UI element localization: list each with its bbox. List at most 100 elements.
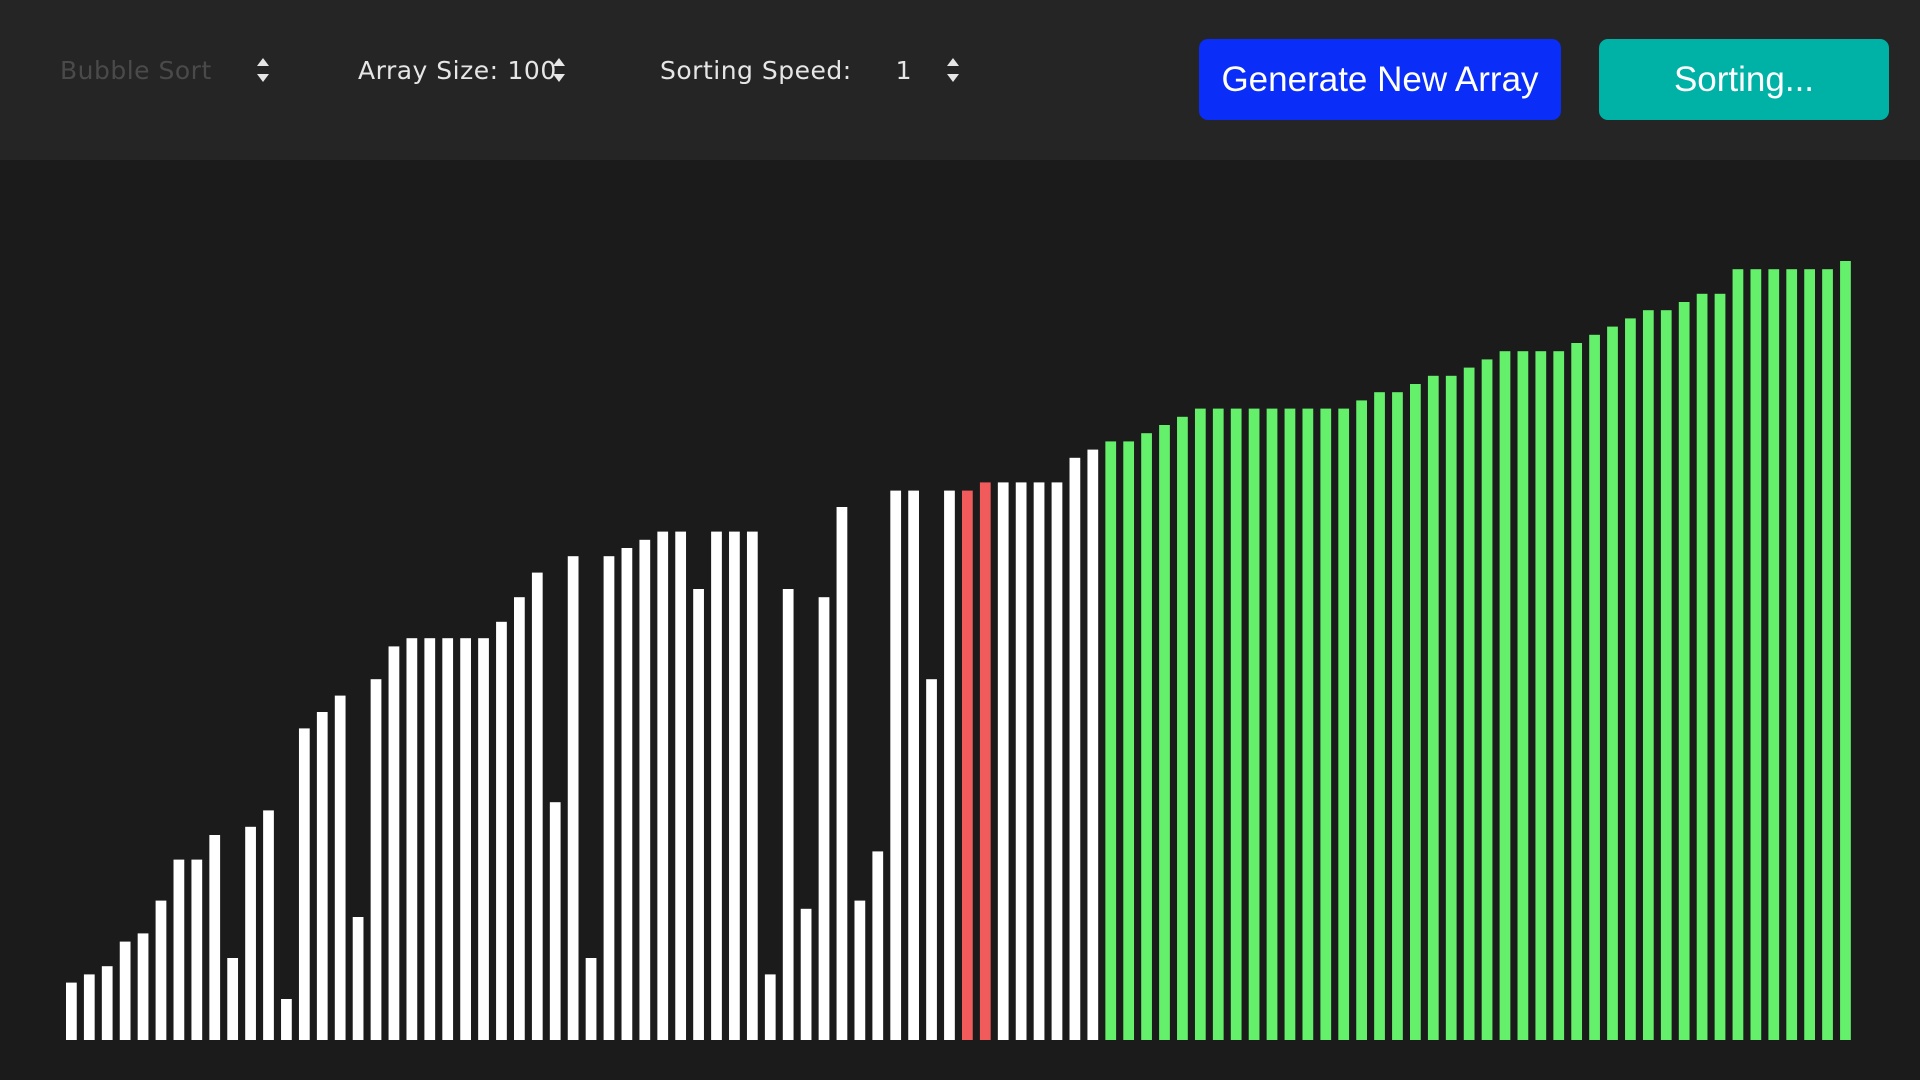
array-bar bbox=[1212, 408, 1224, 1041]
array-bar bbox=[514, 597, 525, 1040]
array-bar bbox=[1141, 433, 1152, 1040]
array-bar bbox=[388, 646, 400, 1040]
array-bar bbox=[155, 900, 167, 1040]
array-bar bbox=[1607, 326, 1618, 1041]
array-bar bbox=[1051, 482, 1063, 1040]
array-bar bbox=[1678, 302, 1690, 1040]
algorithm-select[interactable]: Bubble Sort bbox=[60, 50, 270, 90]
array-bar bbox=[316, 712, 328, 1040]
array-bar bbox=[370, 679, 382, 1040]
array-bar bbox=[119, 941, 131, 1040]
array-bar bbox=[1266, 408, 1278, 1041]
array-bar bbox=[1840, 261, 1851, 1040]
array-bar bbox=[1069, 457, 1081, 1040]
array-bar bbox=[1123, 441, 1135, 1040]
array-bar bbox=[836, 507, 848, 1040]
array-bar bbox=[1732, 269, 1744, 1040]
array-bar bbox=[585, 958, 597, 1040]
array-bar bbox=[352, 917, 364, 1040]
array-bar bbox=[926, 679, 937, 1040]
array-bar bbox=[1714, 293, 1726, 1040]
array-bar bbox=[782, 589, 794, 1040]
array-bar bbox=[1392, 392, 1403, 1040]
array-bar bbox=[1338, 408, 1350, 1041]
array-bar bbox=[1768, 269, 1780, 1040]
array-bar bbox=[1553, 351, 1565, 1040]
array-bar bbox=[567, 556, 579, 1040]
sorting-speed-value: 1 bbox=[895, 55, 913, 85]
array-bar bbox=[442, 638, 454, 1040]
array-bar bbox=[66, 982, 77, 1040]
array-bar bbox=[406, 638, 418, 1040]
array-bar bbox=[1320, 408, 1332, 1041]
array-bar bbox=[621, 548, 633, 1040]
array-bar bbox=[424, 638, 436, 1040]
array-bar bbox=[83, 974, 95, 1040]
sorting-speed-label: Sorting Speed: bbox=[660, 55, 852, 85]
array-bar bbox=[263, 810, 274, 1040]
array-bar bbox=[1356, 400, 1367, 1040]
array-bar bbox=[173, 859, 185, 1040]
generate-new-array-button[interactable]: Generate New Array bbox=[1199, 39, 1561, 120]
array-bar bbox=[1696, 293, 1708, 1040]
array-bar bbox=[1302, 408, 1314, 1041]
array-bar bbox=[693, 589, 704, 1040]
array-bar bbox=[818, 597, 830, 1040]
array-bar bbox=[209, 835, 221, 1040]
array-size-select[interactable]: Array Size: 100 bbox=[358, 50, 568, 90]
array-bar bbox=[1015, 482, 1027, 1040]
array-bar bbox=[496, 621, 507, 1040]
array-bar bbox=[1248, 408, 1260, 1041]
array-bar bbox=[1499, 351, 1511, 1040]
array-bar bbox=[1517, 351, 1529, 1040]
array-bar bbox=[1033, 482, 1045, 1040]
array-bar bbox=[549, 802, 561, 1040]
array-bar bbox=[1750, 269, 1762, 1040]
array-bar bbox=[1230, 408, 1242, 1041]
array-bar bbox=[460, 638, 471, 1040]
array-bar bbox=[944, 490, 955, 1041]
array-bar bbox=[729, 531, 740, 1040]
toolbar: Bubble Sort Array Size: 100 Sorting Spee… bbox=[0, 0, 1920, 160]
array-bar bbox=[1427, 375, 1439, 1040]
array-bar bbox=[1660, 310, 1672, 1040]
array-bar bbox=[657, 531, 669, 1040]
array-bar bbox=[639, 539, 651, 1040]
array-bar bbox=[746, 531, 758, 1040]
array-bar bbox=[1177, 416, 1188, 1040]
array-bar bbox=[1642, 310, 1654, 1040]
array-bar bbox=[854, 900, 866, 1040]
sorting-speed-select[interactable]: Sorting Speed: 1 bbox=[660, 50, 965, 90]
array-bar bbox=[1481, 359, 1493, 1040]
array-bar bbox=[764, 974, 776, 1040]
array-bar bbox=[245, 826, 256, 1040]
array-bar bbox=[227, 958, 239, 1040]
sort-button[interactable]: Sorting... bbox=[1599, 39, 1889, 120]
array-bar bbox=[531, 572, 543, 1040]
array-bar bbox=[908, 490, 919, 1041]
array-bar bbox=[1463, 367, 1475, 1041]
array-bar bbox=[711, 531, 722, 1040]
array-bar bbox=[1087, 449, 1099, 1041]
select-arrows-icon bbox=[947, 58, 959, 82]
array-bar bbox=[334, 695, 346, 1040]
array-size-value: 100 bbox=[507, 55, 557, 85]
select-arrows-icon bbox=[257, 58, 269, 82]
array-size-label: Array Size: bbox=[358, 55, 499, 85]
array-bar bbox=[1159, 425, 1170, 1040]
array-bar bbox=[1194, 408, 1206, 1041]
array-bar bbox=[1589, 334, 1600, 1040]
array-bar bbox=[979, 482, 991, 1040]
array-bar bbox=[603, 556, 615, 1040]
array-bar bbox=[478, 638, 489, 1040]
select-arrows-icon bbox=[553, 58, 565, 82]
array-bar bbox=[1804, 269, 1815, 1040]
array-bar bbox=[1625, 318, 1636, 1040]
array-bar bbox=[1374, 392, 1385, 1040]
array-bar bbox=[1410, 384, 1421, 1040]
array-bar bbox=[1786, 269, 1798, 1040]
array-bar bbox=[298, 728, 310, 1040]
array-bar bbox=[1571, 343, 1583, 1040]
array-bar bbox=[1535, 351, 1547, 1040]
array-bar bbox=[137, 933, 149, 1040]
